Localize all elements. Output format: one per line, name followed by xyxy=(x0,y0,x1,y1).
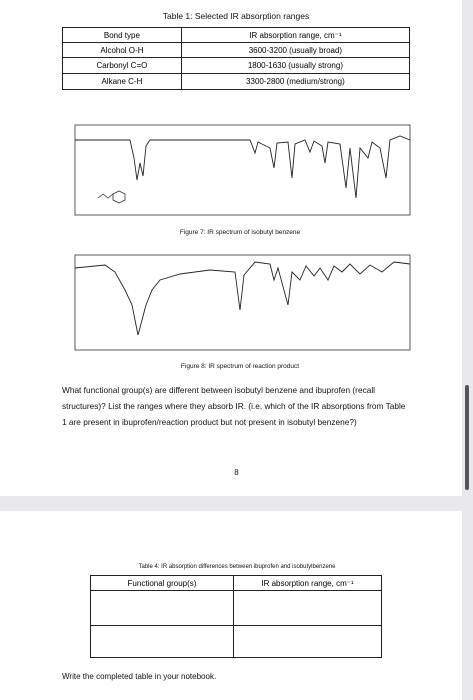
cell[interactable] xyxy=(90,590,234,626)
cell[interactable] xyxy=(233,625,382,658)
scrollbar[interactable] xyxy=(465,385,469,490)
table-title: Table 1: Selected IR absorption ranges xyxy=(162,11,310,21)
page-1: Table 1: Selected IR absorption ranges B… xyxy=(0,0,462,496)
cell: 3600-3200 (usually broad) xyxy=(180,42,411,58)
cell: Alcohol O-H xyxy=(62,42,182,58)
table-1: Bond type IR absorption range, cm⁻¹ Alcoh… xyxy=(62,27,411,90)
cell: Carbonyl C=O xyxy=(62,57,182,74)
cell: 3300-2800 (medium/strong) xyxy=(180,73,411,90)
cell[interactable] xyxy=(233,590,382,626)
spectrum-figure-8 xyxy=(74,254,411,351)
spectrum-figure-7 xyxy=(74,124,411,216)
table-title: Table 4: IR absorption differences betwe… xyxy=(138,564,336,570)
header-cell: IR absorption range, cm⁻¹ xyxy=(233,575,382,591)
figure-caption: Figure 8: IR spectrum of reaction produc… xyxy=(180,363,300,370)
cell: Alkane C-H xyxy=(62,73,182,90)
cell[interactable] xyxy=(90,625,234,658)
header-cell: Bond type xyxy=(62,27,182,43)
figure-caption: Figure 7: IR spectrum of isobutyl benzen… xyxy=(179,229,301,236)
question-text: What functional group(s) are different b… xyxy=(62,385,406,427)
table-4: Functional group(s) IR absorption range, … xyxy=(90,575,382,658)
header-cell: IR absorption range, cm⁻¹ xyxy=(180,27,411,43)
instruction: Write the completed table in your notebo… xyxy=(62,672,217,681)
page-2: Table 4: IR absorption differences betwe… xyxy=(0,511,462,700)
cell: 1800-1630 (usually strong) xyxy=(180,57,411,74)
header-cell: Functional group(s) xyxy=(90,575,234,591)
page-number: 8 xyxy=(234,468,239,477)
